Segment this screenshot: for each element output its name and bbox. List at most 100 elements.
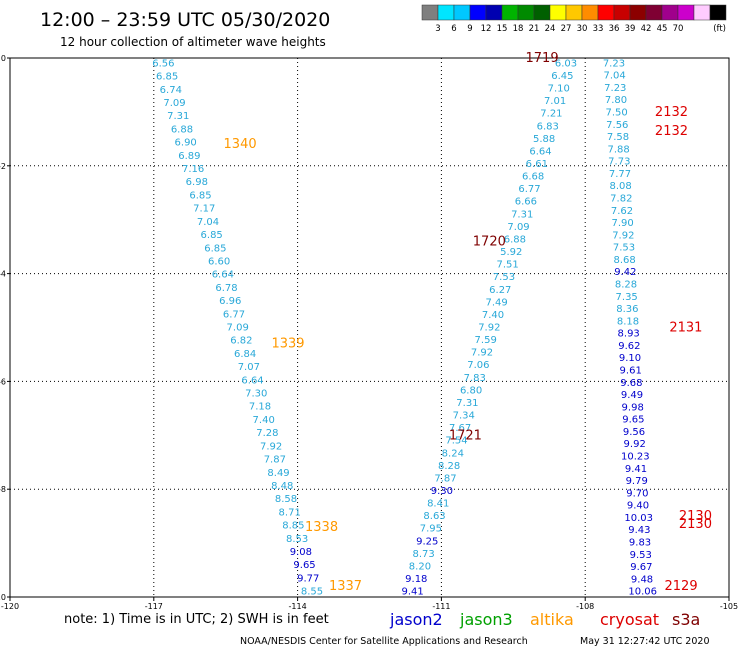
pass-number-labels: 1719 2132 2132 1340 1720 2131 1339 1721 21302130… — [224, 51, 712, 594]
wave-height-value: 7.34 — [453, 411, 475, 422]
colorbar-label: 70 — [673, 24, 684, 34]
wave-height-value: 9.79 — [626, 476, 648, 487]
y-tick-label: 0 — [1, 54, 6, 63]
colorbar-label: 45 — [657, 24, 668, 34]
wave-height-value: 7.90 — [612, 218, 634, 229]
wave-height-value: 7.51 — [496, 260, 518, 271]
wave-height-value: 9.18 — [405, 574, 427, 585]
wave-height-value: 6.03 — [555, 58, 577, 69]
color-swatch-11 — [597, 4, 615, 21]
wave-height-value: 5.92 — [500, 247, 522, 258]
wave-height-value: 8.68 — [614, 255, 636, 266]
color-swatch-18 — [709, 4, 727, 21]
pass-number-label: 1721 — [449, 428, 482, 443]
wave-height-value: 7.56 — [606, 120, 628, 131]
colorbar-label: 6 — [451, 24, 456, 34]
wave-height-value: 6.85 — [189, 190, 211, 201]
pass-number-label: 1719 — [526, 51, 559, 66]
wave-height-value: 6.80 — [460, 385, 482, 396]
colorbar-label: 21 — [529, 24, 540, 34]
chart-subtitle: 12 hour collection of altimeter wave hei… — [60, 35, 326, 49]
satellite-name-s3a: s3a — [672, 610, 700, 629]
color-swatch-13 — [629, 4, 647, 21]
wave-height-value: 7.73 — [608, 157, 630, 168]
wave-height-value: 9.40 — [627, 501, 649, 512]
wave-height-value: 10.03 — [624, 513, 653, 524]
pass-number-label: 1720 — [473, 234, 506, 249]
wave-height-value: 7.23 — [603, 58, 625, 69]
wave-height-value: 9.62 — [618, 341, 640, 352]
wave-height-value: 9.92 — [624, 439, 646, 450]
wave-height-value: 7.18 — [249, 402, 271, 413]
color-swatch-1 — [437, 4, 455, 21]
wave-height-value: 9.08 — [290, 547, 312, 558]
wave-height-value: 6.89 — [178, 151, 200, 162]
color-swatch-9 — [565, 4, 583, 21]
wave-height-value: 6.74 — [160, 85, 182, 96]
wave-height-value: 6.90 — [175, 138, 197, 149]
wave-height-value: 6.27 — [489, 285, 511, 296]
wave-height-value: 9.65 — [293, 560, 315, 571]
wave-height-value: 7.80 — [605, 95, 627, 106]
wave-height-value: 6.96 — [219, 296, 241, 307]
wave-height-value: 7.06 — [467, 360, 489, 371]
wave-height-value: 6.85 — [201, 230, 223, 241]
y-tick-label: -6 — [0, 377, 6, 386]
pass-number-label: 1339 — [271, 337, 304, 352]
wave-height-value: 7.59 — [475, 335, 497, 346]
y-tick-label: -8 — [0, 485, 6, 494]
wave-height-value: 9.48 — [631, 574, 653, 585]
colorbar-label: 42 — [641, 24, 652, 34]
wave-height-value: 7.77 — [609, 169, 631, 180]
wave-height-value: 8.20 — [409, 561, 431, 572]
wave-height-value: 8.55 — [301, 587, 323, 598]
satellite-name-cryosat: cryosat — [600, 610, 659, 629]
pass-number-label: 1337 — [329, 579, 362, 594]
wave-height-value: 9.49 — [621, 390, 643, 401]
color-swatch-5 — [501, 4, 519, 21]
wave-height-value: 8.63 — [423, 511, 445, 522]
color-swatch-14 — [645, 4, 663, 21]
wave-height-value: 10.23 — [621, 451, 650, 462]
color-swatch-2 — [453, 4, 471, 21]
colorbar-label: 15 — [497, 24, 508, 34]
wave-height-value: 9.98 — [622, 402, 644, 413]
wave-height-value: 9.41 — [402, 587, 424, 598]
color-swatch-10 — [581, 4, 599, 21]
satellite-name-altika: altika — [530, 610, 574, 629]
wave-height-value: 7.31 — [167, 111, 189, 122]
x-tick-label: -105 — [720, 602, 738, 611]
wave-height-value: 9.65 — [622, 415, 644, 426]
satellite-name-jason3: jason3 — [459, 610, 513, 629]
colorbar-unit: (ft) — [713, 24, 726, 34]
plot-border — [9, 57, 730, 598]
x-tick-label: -120 — [1, 602, 19, 611]
wave-height-value: 5.88 — [533, 134, 555, 145]
wave-height-value: 7.53 — [613, 243, 635, 254]
wave-height-value: 7.09 — [507, 222, 529, 233]
pass-number-label: 2132 — [655, 105, 688, 120]
wave-height-value: 6.77 — [518, 184, 540, 195]
wave-height-value: 8.49 — [267, 468, 289, 479]
chart-title: 12:00 – 23:59 UTC 05/30/2020 — [40, 9, 330, 31]
pass-number-label: 2132 — [655, 124, 688, 139]
y-axis-ticks: 0 -2 -4 -6 -8 -10 — [0, 54, 10, 602]
wave-height-value: 8.53 — [286, 534, 308, 545]
wave-height-value: 7.58 — [607, 132, 629, 143]
wave-height-value: 9.56 — [623, 427, 645, 438]
color-swatch-0 — [421, 4, 439, 21]
wave-height-value: 7.09 — [227, 323, 249, 334]
wave-height-value: 7.87 — [264, 455, 286, 466]
pass-number-label: 1340 — [224, 137, 257, 152]
wave-height-value: 7.62 — [611, 206, 633, 217]
wave-height-value: 9.70 — [626, 488, 648, 499]
wave-height-value: 7.28 — [256, 428, 278, 439]
wave-height-value: 7.92 — [471, 348, 493, 359]
wave-height-value: 7.31 — [456, 398, 478, 409]
wave-height-value: 8.28 — [438, 461, 460, 472]
color-swatch-3 — [469, 4, 487, 21]
colorbar-label: 9 — [467, 24, 472, 34]
wave-height-value: 6.84 — [234, 349, 256, 360]
x-axis-ticks: -120 -117 -114 -111 -108 -105 — [1, 597, 738, 611]
wave-height-value: 7.92 — [478, 323, 500, 334]
